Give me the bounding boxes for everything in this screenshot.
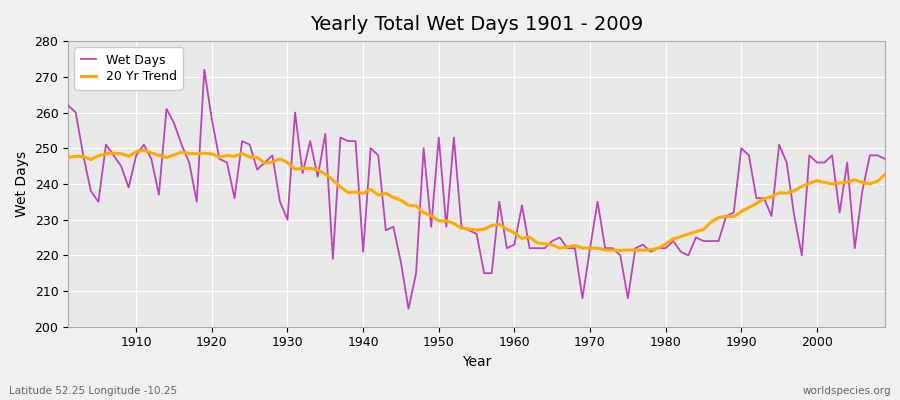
Y-axis label: Wet Days: Wet Days: [15, 151, 29, 217]
Wet Days: [297, 171, 308, 176]
Wet Days: [199, 67, 210, 72]
Wet Days: [517, 203, 527, 208]
20 Yr Trend: [297, 166, 308, 171]
Wet Days: [879, 156, 890, 161]
Line: 20 Yr Trend: 20 Yr Trend: [68, 150, 885, 250]
20 Yr Trend: [879, 172, 890, 177]
Wet Days: [615, 253, 626, 258]
Line: Wet Days: Wet Days: [68, 70, 885, 309]
20 Yr Trend: [343, 190, 354, 195]
Wet Days: [343, 139, 354, 144]
20 Yr Trend: [509, 230, 520, 235]
Wet Days: [63, 103, 74, 108]
Wet Days: [123, 185, 134, 190]
20 Yr Trend: [517, 236, 527, 241]
20 Yr Trend: [615, 248, 626, 253]
Wet Days: [403, 306, 414, 311]
X-axis label: Year: Year: [462, 355, 491, 369]
Text: worldspecies.org: worldspecies.org: [803, 386, 891, 396]
Text: Latitude 52.25 Longitude -10.25: Latitude 52.25 Longitude -10.25: [9, 386, 177, 396]
Title: Yearly Total Wet Days 1901 - 2009: Yearly Total Wet Days 1901 - 2009: [310, 15, 644, 34]
20 Yr Trend: [63, 155, 74, 160]
20 Yr Trend: [608, 248, 618, 252]
20 Yr Trend: [123, 154, 134, 159]
20 Yr Trend: [139, 148, 149, 152]
Wet Days: [524, 246, 535, 250]
Legend: Wet Days, 20 Yr Trend: Wet Days, 20 Yr Trend: [75, 47, 183, 90]
